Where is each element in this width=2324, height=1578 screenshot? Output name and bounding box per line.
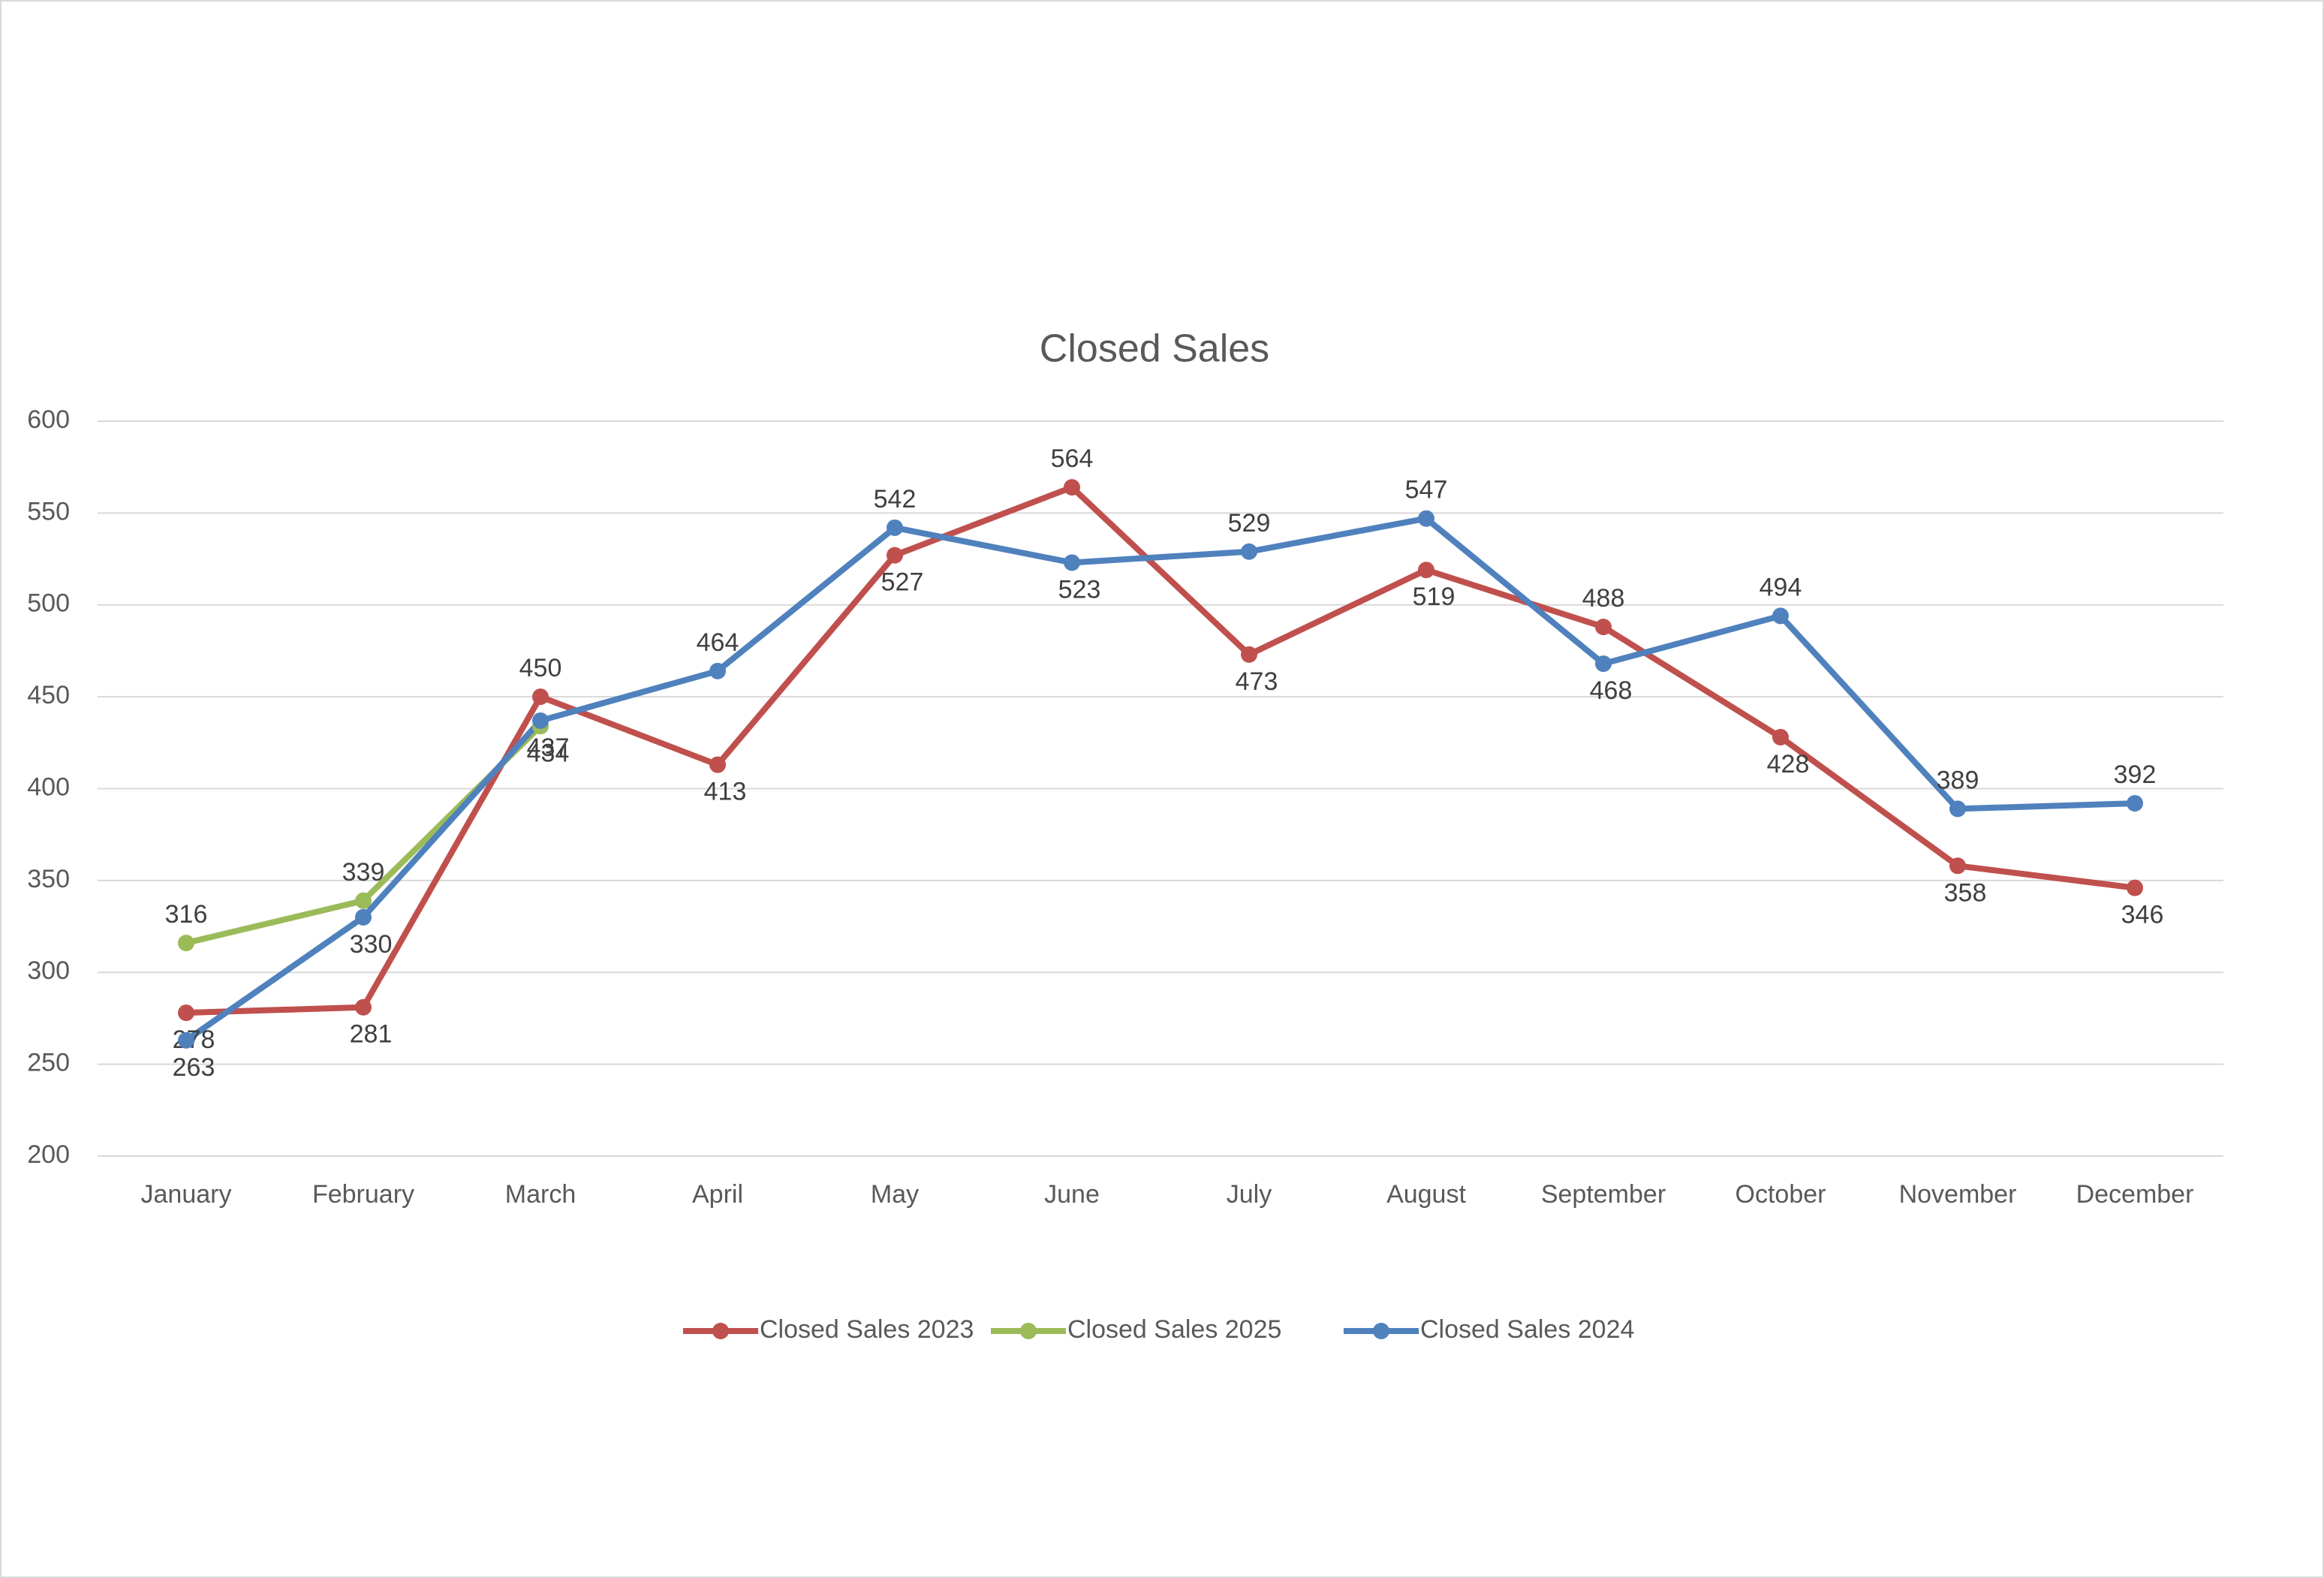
data-point bbox=[1949, 857, 1966, 875]
data-point bbox=[2127, 879, 2143, 896]
x-tick-label: June bbox=[1044, 1180, 1100, 1209]
data-label: 281 bbox=[350, 1020, 393, 1049]
data-label: 473 bbox=[1236, 667, 1278, 696]
data-point bbox=[1418, 562, 1434, 579]
data-label: 468 bbox=[1590, 676, 1633, 705]
x-tick-label: December bbox=[2076, 1180, 2194, 1209]
data-label: 494 bbox=[1760, 573, 1802, 601]
y-tick-label: 550 bbox=[27, 497, 70, 525]
series-line bbox=[184, 515, 2136, 1043]
data-label: 346 bbox=[2121, 901, 2164, 929]
x-tick-label: May bbox=[871, 1180, 919, 1209]
data-label: 389 bbox=[1937, 766, 1979, 794]
data-label: 434 bbox=[527, 739, 570, 767]
series-line bbox=[185, 484, 2136, 1016]
data-label: 564 bbox=[1051, 444, 1094, 473]
legend-label: Closed Sales 2023 bbox=[760, 1315, 974, 1344]
x-tick-label: July bbox=[1227, 1180, 1272, 1209]
data-point bbox=[1772, 607, 1789, 625]
y-tick-label: 600 bbox=[27, 405, 70, 434]
legend-label: Closed Sales 2024 bbox=[1420, 1315, 1634, 1344]
data-point bbox=[355, 892, 372, 909]
x-tick-label: September bbox=[1541, 1180, 1666, 1209]
data-point bbox=[1241, 543, 1257, 560]
data-point bbox=[1064, 479, 1080, 496]
data-point bbox=[709, 662, 726, 679]
data-point bbox=[1418, 510, 1434, 527]
y-tick-label: 300 bbox=[27, 956, 70, 985]
data-point bbox=[1241, 646, 1257, 663]
data-point bbox=[887, 519, 903, 536]
data-point bbox=[1772, 728, 1789, 745]
y-tick-label: 200 bbox=[27, 1140, 70, 1169]
data-point bbox=[532, 712, 549, 729]
data-point bbox=[1595, 619, 1612, 636]
data-point bbox=[532, 688, 549, 706]
data-label: 339 bbox=[342, 858, 385, 887]
data-label: 542 bbox=[874, 485, 917, 513]
data-label: 519 bbox=[1413, 583, 1456, 611]
data-point bbox=[709, 756, 726, 773]
data-label: 413 bbox=[704, 778, 747, 806]
data-label: 437 bbox=[527, 733, 570, 762]
data-label: 392 bbox=[2114, 760, 2157, 789]
legend-label: Closed Sales 2025 bbox=[1067, 1315, 1281, 1344]
data-point bbox=[1949, 800, 1966, 818]
y-tick-label: 500 bbox=[27, 589, 70, 618]
data-label: 488 bbox=[1582, 584, 1625, 613]
data-label: 527 bbox=[881, 568, 924, 597]
data-point bbox=[1064, 554, 1080, 571]
data-point bbox=[1595, 655, 1612, 673]
data-point bbox=[2127, 795, 2143, 812]
data-label: 547 bbox=[1405, 476, 1448, 504]
y-tick-label: 350 bbox=[27, 865, 70, 893]
legend-marker bbox=[1020, 1323, 1037, 1339]
chart-title: Closed Sales bbox=[1040, 327, 1269, 371]
data-point bbox=[355, 908, 372, 926]
data-label: 464 bbox=[697, 628, 739, 657]
data-label: 450 bbox=[519, 654, 562, 682]
x-tick-label: April bbox=[692, 1180, 743, 1209]
data-label: 316 bbox=[165, 900, 208, 929]
data-label: 523 bbox=[1058, 575, 1101, 604]
data-point bbox=[355, 998, 372, 1016]
data-label: 529 bbox=[1228, 509, 1271, 538]
data-point bbox=[178, 1004, 194, 1022]
y-tick-label: 400 bbox=[27, 772, 70, 801]
data-label: 358 bbox=[1944, 878, 1987, 907]
data-label: 428 bbox=[1767, 750, 1810, 778]
y-tick-label: 250 bbox=[27, 1049, 70, 1077]
data-point bbox=[887, 547, 903, 564]
x-tick-label: February bbox=[312, 1180, 414, 1209]
x-tick-label: March bbox=[505, 1180, 576, 1209]
x-tick-label: November bbox=[1899, 1180, 2017, 1209]
x-tick-label: August bbox=[1386, 1180, 1466, 1209]
data-label: 330 bbox=[350, 930, 393, 959]
y-tick-label: 450 bbox=[27, 681, 70, 709]
legend-marker bbox=[712, 1323, 729, 1339]
x-tick-label: January bbox=[141, 1180, 232, 1209]
x-tick-label: October bbox=[1735, 1180, 1826, 1209]
data-label: 263 bbox=[173, 1053, 215, 1082]
data-point bbox=[178, 935, 194, 952]
data-point bbox=[178, 1031, 194, 1049]
legend-marker bbox=[1373, 1323, 1389, 1339]
